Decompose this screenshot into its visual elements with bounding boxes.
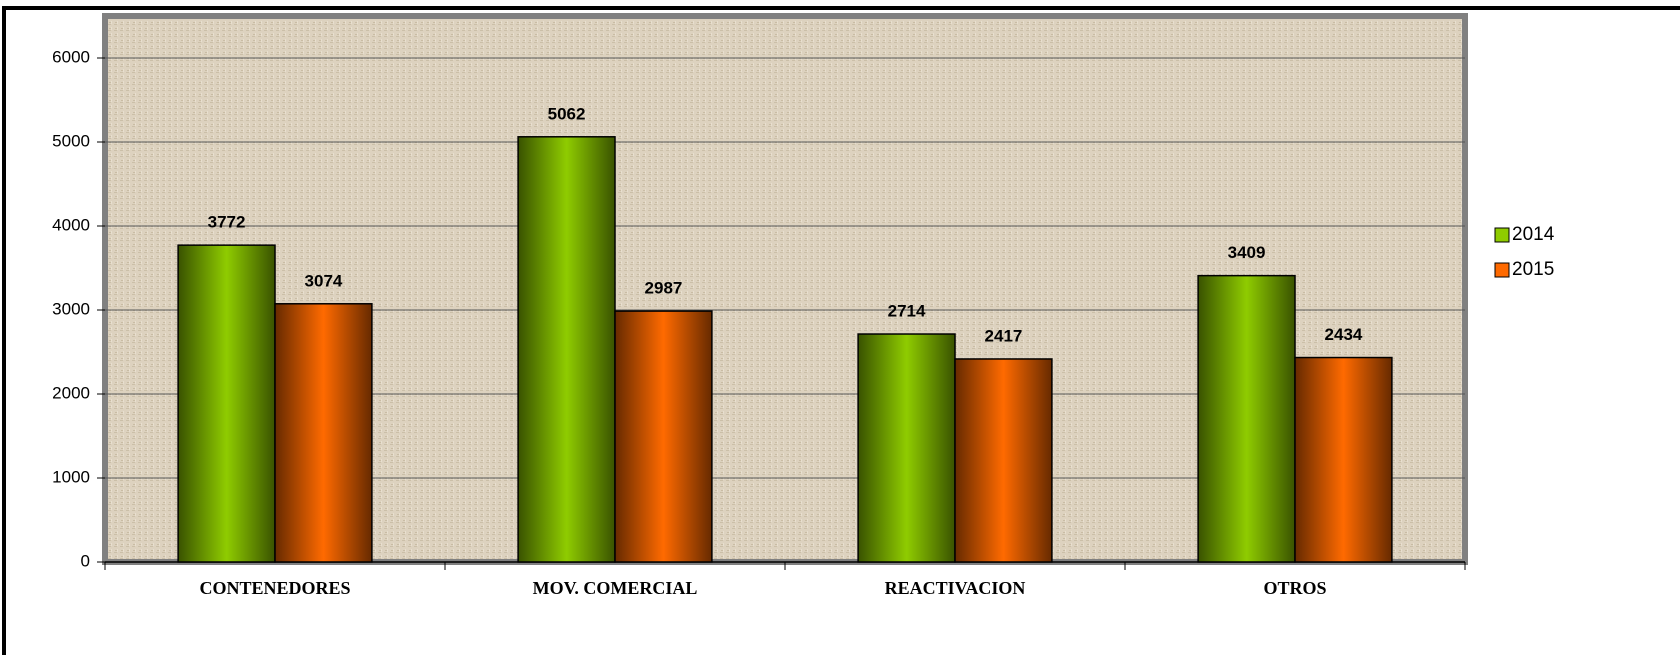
value-label: 3772: [208, 213, 246, 232]
value-label: 2987: [645, 279, 683, 298]
frame: [2, 6, 1680, 655]
bar: [517, 136, 616, 563]
x-tick-label: OTROS: [1263, 578, 1326, 598]
legend-swatch: [1494, 227, 1510, 243]
y-tick-label: 3000: [52, 299, 90, 318]
bar: [1197, 274, 1296, 563]
bar: [177, 244, 276, 563]
value-label: 2417: [985, 326, 1023, 345]
legend-swatch: [1494, 262, 1510, 278]
x-tick-label: REACTIVACION: [885, 578, 1026, 598]
y-tick-label: 0: [81, 551, 90, 570]
x-tick-label: MOV. COMERCIAL: [533, 578, 698, 598]
bar: [274, 303, 373, 563]
value-label: 3409: [1228, 243, 1266, 262]
y-tick-label: 5000: [52, 131, 90, 150]
x-tick-label: CONTENEDORES: [199, 578, 350, 598]
bar: [1294, 356, 1393, 563]
legend-label: 2015: [1512, 259, 1554, 280]
y-tick-label: 1000: [52, 467, 90, 486]
value-label: 3074: [305, 271, 343, 290]
y-tick-label: 6000: [52, 47, 90, 66]
y-tick-label: 2000: [52, 383, 90, 402]
value-label: 5062: [548, 104, 586, 123]
value-label: 2714: [888, 302, 926, 321]
y-tick-label: 4000: [52, 215, 90, 234]
value-label: 2434: [1325, 325, 1363, 344]
bar: [857, 333, 956, 563]
legend-label: 2014: [1512, 224, 1555, 245]
bar: [614, 310, 713, 563]
bar: [954, 358, 1053, 563]
